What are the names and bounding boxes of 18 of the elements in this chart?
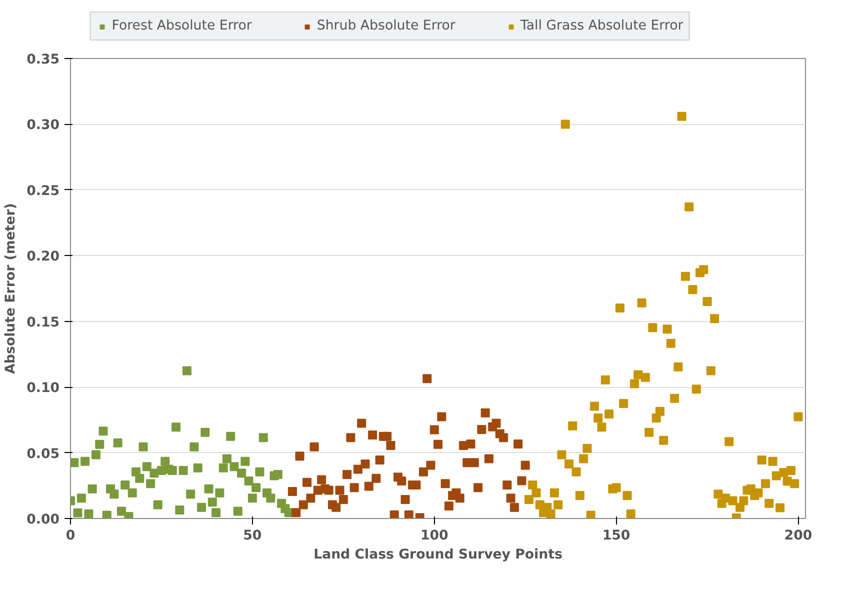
y-tick-label: 0.20 — [26, 250, 60, 265]
y-tick-label: 0.05 — [26, 446, 60, 462]
y-tick-label: 0.15 — [26, 315, 60, 330]
legend-label: Forest Absolute Error — [112, 18, 252, 34]
y-tick-label: 0.35 — [26, 52, 60, 68]
x-tick-label: 100 — [420, 528, 448, 544]
x-axis-title: Land Class Ground Survey Points — [314, 548, 562, 562]
x-tick-label: 150 — [602, 528, 630, 544]
y-tick-label: 0.30 — [26, 118, 60, 134]
x-tick-label: 0 — [66, 528, 76, 544]
legend-label: Tall Grass Absolute Error — [520, 18, 684, 34]
legend-label: Shrub Absolute Error — [316, 18, 456, 34]
x-tick-label: 50 — [243, 528, 262, 544]
x-tick-label: 200 — [784, 528, 812, 544]
y-tick-label: 0.10 — [26, 381, 60, 396]
y-tick-label: 0.00 — [26, 512, 60, 528]
y-axis-title: Absolute Error (meter) — [4, 203, 19, 374]
y-tick-label: 0.25 — [26, 184, 60, 199]
